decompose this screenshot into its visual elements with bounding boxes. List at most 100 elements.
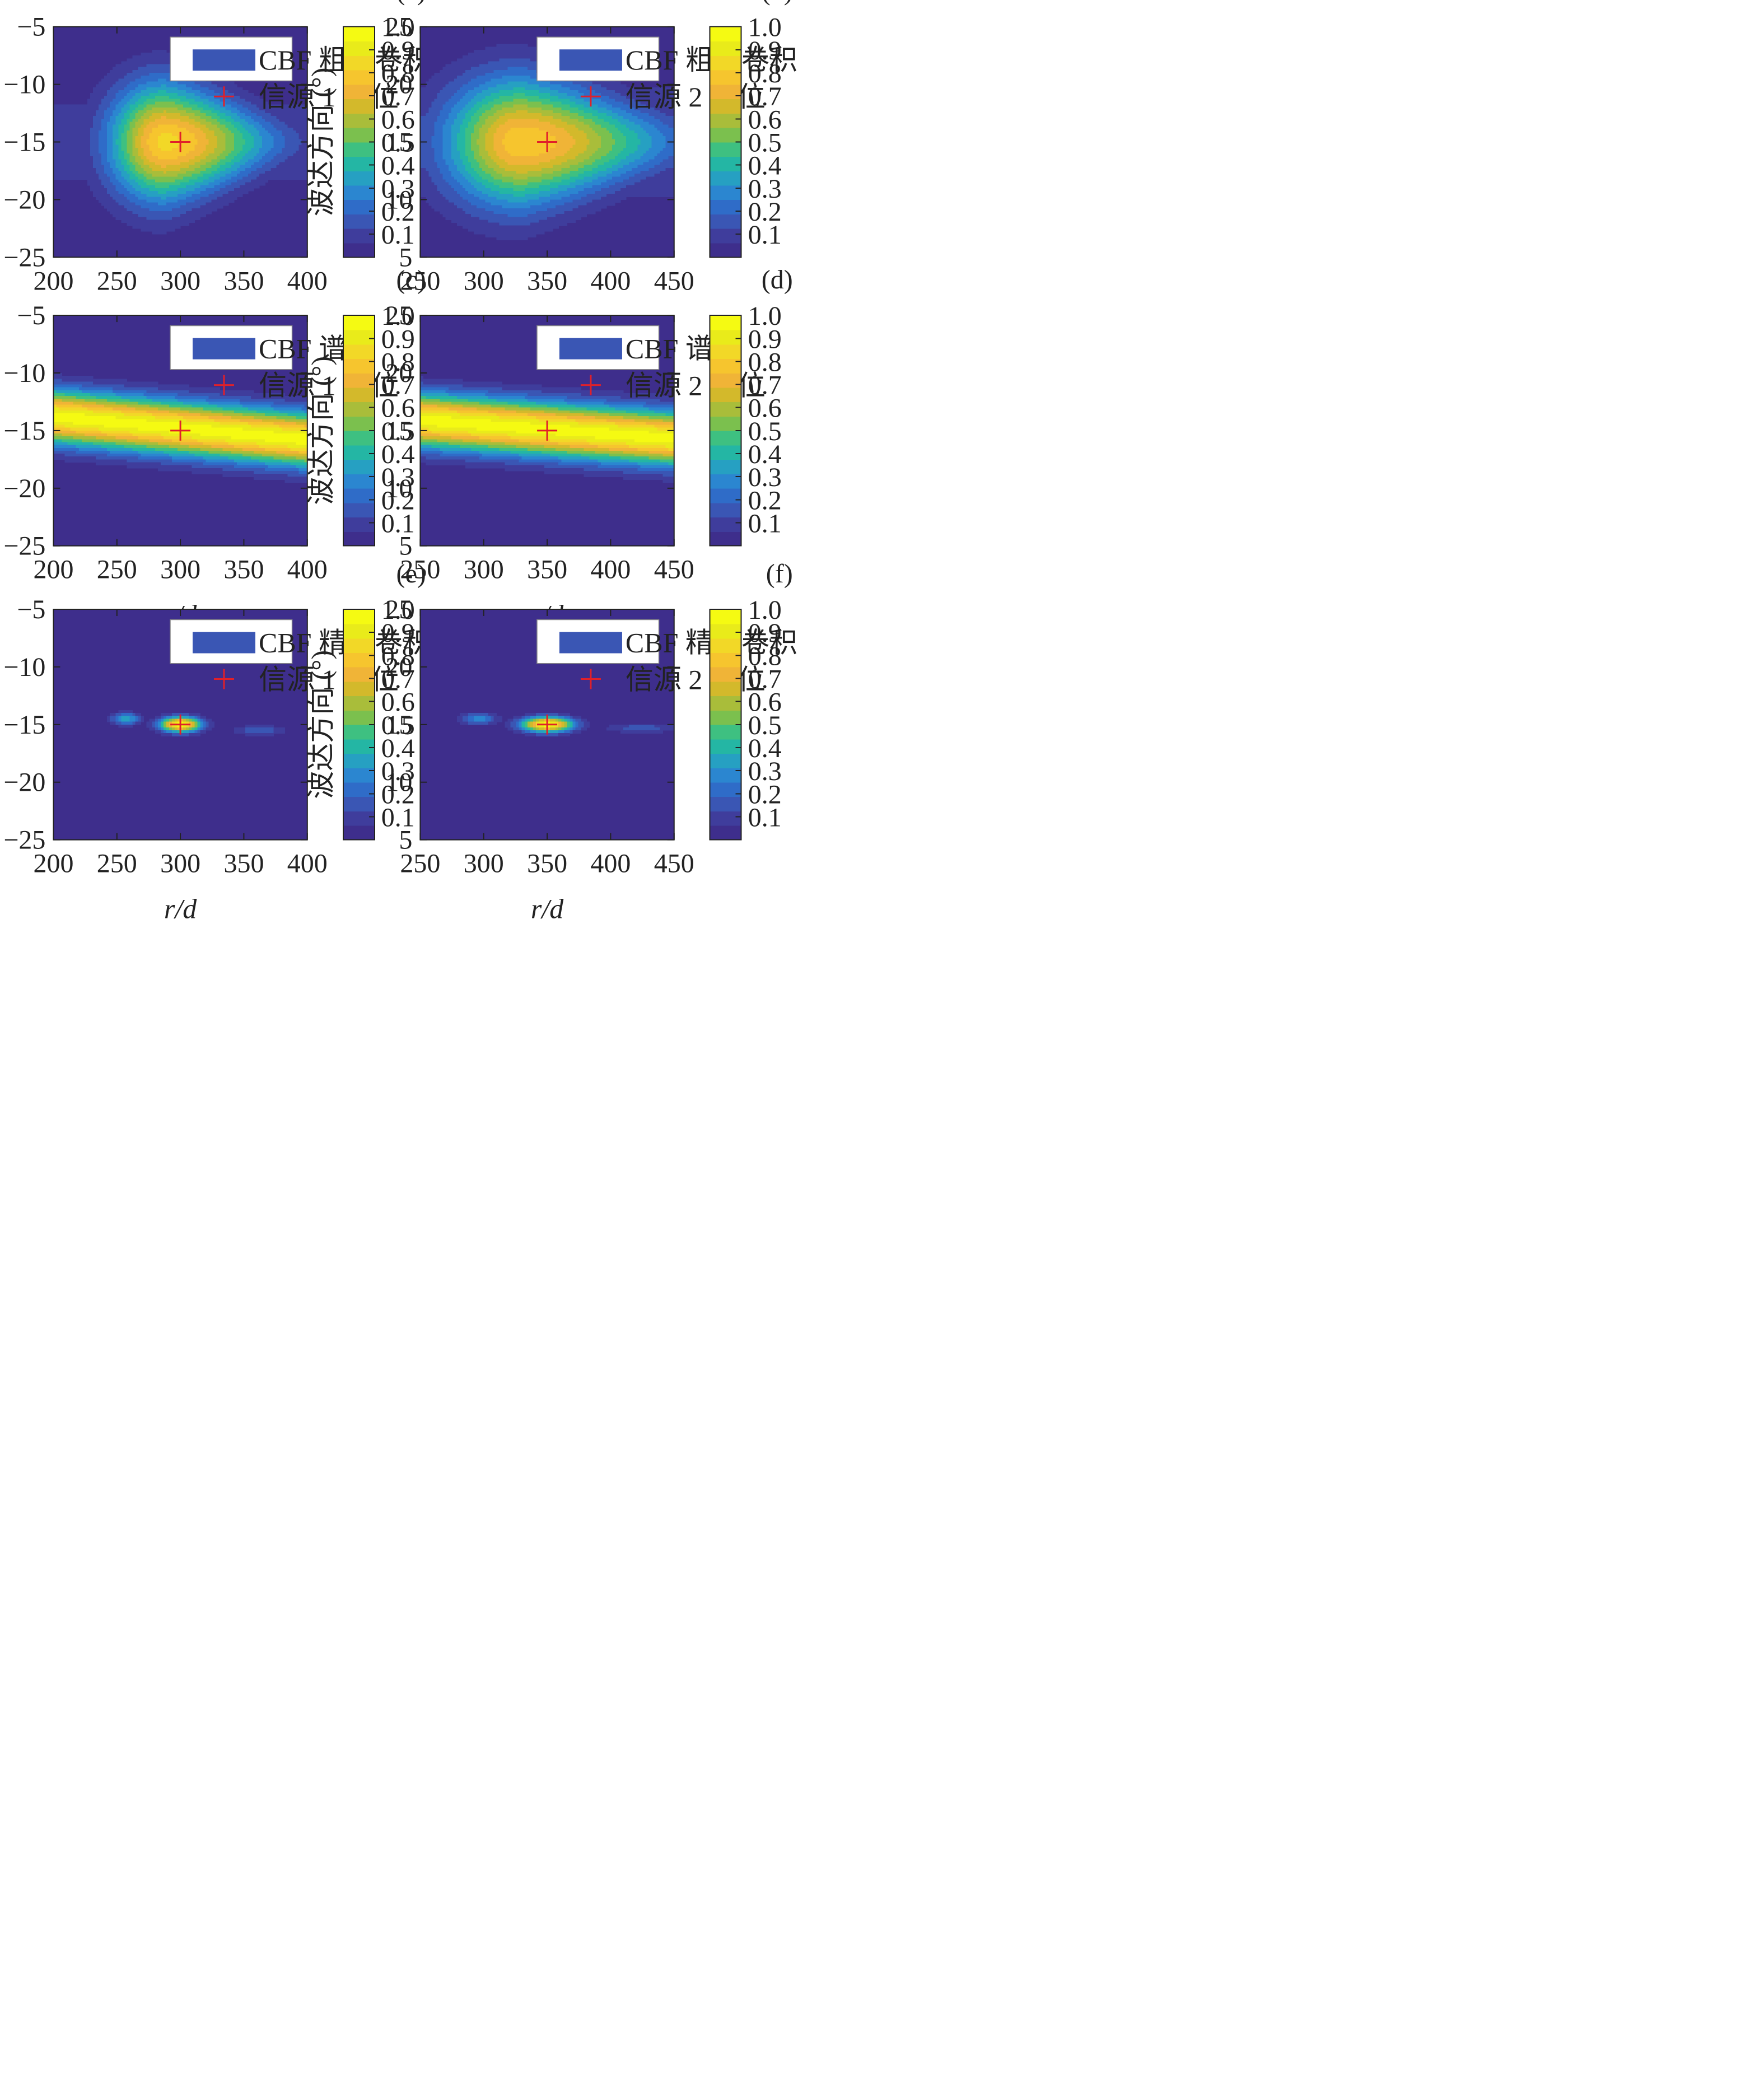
heatmap-cell: [217, 147, 221, 151]
heatmap-cell: [208, 84, 212, 88]
heatmap-cell: [84, 124, 88, 128]
heatmap-cell: [87, 179, 91, 183]
heatmap-cell: [160, 211, 164, 214]
heatmap-cell: [124, 214, 128, 217]
heatmap-cell: [149, 202, 153, 206]
heatmap-cell: [225, 144, 229, 148]
heatmap-cell: [428, 130, 432, 134]
heatmap-cell: [138, 104, 142, 108]
heatmap-cell: [87, 107, 91, 111]
heatmap-cell: [296, 130, 300, 134]
heatmap-cell: [203, 133, 207, 137]
heatmap-cell: [155, 142, 158, 146]
heatmap-cell: [459, 220, 463, 223]
heatmap-cell: [141, 130, 144, 134]
heatmap-cell: [149, 214, 153, 217]
heatmap-cell: [468, 176, 472, 180]
heatmap-cell: [121, 87, 124, 91]
heatmap-cell: [163, 214, 167, 217]
heatmap-cell: [465, 96, 469, 99]
heatmap-cell: [434, 76, 438, 79]
heatmap-cell: [155, 228, 158, 232]
heatmap-cell: [265, 139, 268, 143]
heatmap-cell: [146, 101, 150, 105]
panel-label: (a): [396, 0, 426, 6]
heatmap-cell: [62, 116, 66, 119]
heatmap-cell: [234, 150, 237, 154]
heatmap-cell: [248, 142, 251, 146]
heatmap-cell: [175, 133, 178, 137]
heatmap-cell: [186, 194, 189, 197]
heatmap-cell: [160, 55, 164, 59]
heatmap-cell: [175, 208, 178, 212]
heatmap-cell: [143, 64, 147, 68]
heatmap-cell: [143, 78, 147, 82]
heatmap-cell: [127, 122, 130, 125]
heatmap-cell: [420, 119, 424, 123]
heatmap-cell: [132, 58, 136, 62]
heatmap-cell: [474, 159, 477, 163]
heatmap-cell: [107, 170, 110, 174]
heatmap-cell: [256, 142, 260, 146]
heatmap-cell: [152, 217, 156, 221]
heatmap-cell: [141, 76, 144, 79]
heatmap-cell: [129, 142, 133, 146]
heatmap-cell: [127, 208, 130, 212]
heatmap-cell: [127, 139, 130, 143]
heatmap-cell: [180, 211, 184, 214]
heatmap-cell: [138, 110, 142, 114]
heatmap-cell: [149, 159, 153, 163]
heatmap-cell: [431, 165, 435, 169]
heatmap-cell: [203, 93, 207, 96]
heatmap-cell: [163, 147, 167, 151]
heatmap-cell: [183, 167, 186, 171]
heatmap-cell: [474, 61, 477, 65]
heatmap-cell: [208, 199, 212, 203]
heatmap-cell: [454, 205, 458, 209]
heatmap-cell: [81, 116, 85, 119]
heatmap-cell: [138, 124, 142, 128]
heatmap-cell: [471, 153, 474, 157]
heatmap-cell: [270, 176, 274, 180]
heatmap-cell: [157, 133, 161, 137]
heatmap-cell: [124, 217, 128, 221]
heatmap-cell: [296, 113, 300, 116]
heatmap-cell: [141, 159, 144, 163]
heatmap-cell: [459, 211, 463, 214]
heatmap-cell: [206, 104, 209, 108]
heatmap-cell: [459, 222, 463, 226]
heatmap-cell: [132, 101, 136, 105]
heatmap-cell: [192, 150, 195, 154]
heatmap-cell: [107, 142, 110, 146]
heatmap-cell: [70, 127, 74, 131]
heatmap-cell: [110, 73, 113, 76]
heatmap-cell: [115, 110, 119, 114]
heatmap-cell: [192, 107, 195, 111]
heatmap-cell: [160, 73, 164, 76]
heatmap-cell: [465, 214, 469, 217]
heatmap-cell: [270, 122, 274, 125]
heatmap-cell: [53, 153, 57, 157]
heatmap-cell: [160, 76, 164, 79]
heatmap-cell: [456, 127, 460, 131]
heatmap-cell: [282, 144, 286, 148]
heatmap-cell: [101, 96, 105, 99]
heatmap-cell: [231, 93, 235, 96]
heatmap-cell: [431, 136, 435, 139]
heatmap-cell: [214, 90, 218, 94]
heatmap-cell: [245, 170, 249, 174]
heatmap-cell: [474, 64, 477, 68]
heatmap-cell: [186, 130, 189, 134]
heatmap-cell: [171, 197, 175, 200]
heatmap-cell: [197, 162, 200, 166]
heatmap-cell: [293, 124, 297, 128]
heatmap-cell: [101, 107, 105, 111]
heatmap-cell: [437, 113, 441, 116]
heatmap-cell: [423, 122, 427, 125]
heatmap-cell: [194, 208, 198, 212]
heatmap-cell: [220, 104, 223, 108]
heatmap-cell: [124, 101, 128, 105]
heatmap-cell: [284, 133, 288, 137]
heatmap-cell: [220, 197, 223, 200]
heatmap-cell: [231, 147, 235, 151]
